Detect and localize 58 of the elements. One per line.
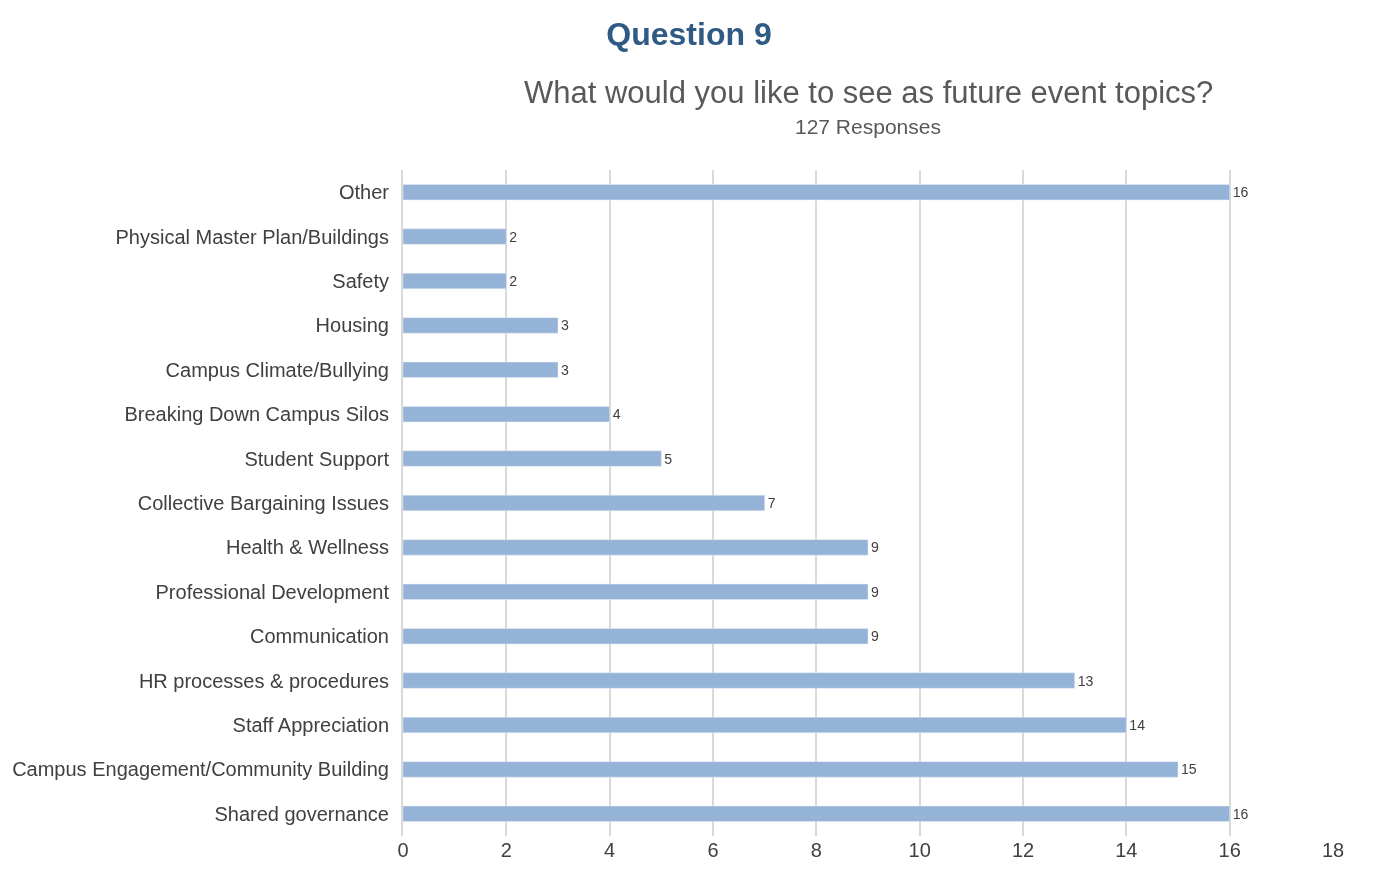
y-tick-label: Shared governance: [214, 802, 389, 825]
y-tick-label: Breaking Down Campus Silos: [124, 403, 389, 426]
bar: [403, 184, 1230, 201]
y-tick-label: Health & Wellness: [225, 536, 389, 559]
y-tick-label: Collective Bargaining Issues: [137, 492, 389, 514]
x-tick-label: 16: [1218, 839, 1241, 861]
data-label: 14: [1129, 716, 1146, 733]
text: 127 Responses: [795, 115, 941, 138]
x-tick-label: 10: [908, 839, 931, 861]
y-tick-label: Safety: [332, 270, 389, 292]
bar: [403, 672, 1075, 689]
data-label: 7: [767, 494, 776, 511]
y-tick-label: Physical Master Plan/Buildings: [115, 225, 389, 248]
bar: [403, 406, 610, 423]
data-label: 3: [561, 317, 569, 334]
x-tick-label: 0: [397, 839, 409, 861]
x-tick-label: 6: [707, 839, 719, 861]
bar: [403, 583, 869, 600]
y-tick-label: Staff Appreciation: [232, 714, 389, 736]
bar: [403, 716, 1127, 734]
y-tick-label: Student Support: [244, 447, 390, 470]
bar: [403, 805, 1230, 822]
data-label: 16: [1232, 805, 1249, 822]
y-tick-label: Professional Development: [155, 580, 390, 603]
x-tick-label: 14: [1115, 839, 1138, 861]
x-tick-label: 8: [810, 839, 822, 861]
x-tick-label: 12: [1011, 839, 1035, 861]
bar: [403, 450, 662, 467]
data-label: 9: [871, 628, 879, 645]
data-label: 15: [1181, 761, 1197, 778]
x-tick-label: 4: [604, 839, 616, 861]
data-label: 2: [509, 272, 518, 289]
x-tick-label: 18: [1321, 839, 1345, 861]
y-tick-label: Campus Engagement/Community Building: [12, 758, 389, 781]
data-label: 5: [664, 450, 673, 467]
data-label: 9: [871, 539, 879, 556]
data-label: 4: [612, 406, 621, 423]
data-label: 16: [1232, 184, 1249, 201]
y-tick-label: Other: [338, 181, 390, 204]
bar: [403, 272, 507, 290]
bar: [403, 539, 869, 556]
data-label: 9: [871, 583, 879, 600]
y-tick-label: HR processes & procedures: [138, 669, 389, 692]
chart-title: Question 9: [606, 15, 772, 52]
bar: [403, 317, 559, 334]
data-label: 13: [1077, 672, 1094, 689]
bar: [403, 494, 765, 512]
bar: [403, 228, 507, 245]
data-label: 2: [509, 228, 518, 245]
y-tick-label: Housing: [315, 314, 389, 337]
chart-subtitle: What would you like to see as future event topics?: [524, 75, 1214, 110]
bar: [403, 628, 869, 645]
x-tick-label: 2: [500, 839, 512, 861]
bar: [403, 361, 559, 378]
y-tick-label: Campus Climate/Bullying: [165, 358, 389, 381]
data-label: 3: [561, 361, 569, 378]
y-tick-label: Communication: [250, 625, 389, 648]
bar: [403, 761, 1179, 778]
